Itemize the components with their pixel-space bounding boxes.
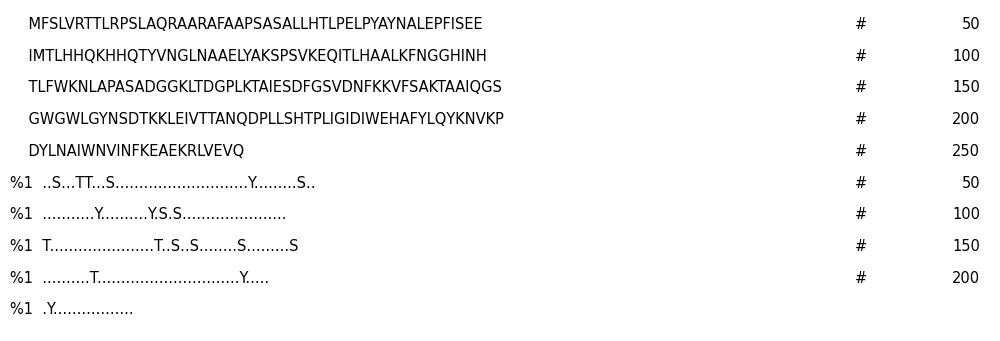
Text: %1  .Y.................: %1 .Y................. — [10, 302, 134, 317]
Text: MFSLVRTTLRPSLAQRAARAFAAPSASALLHTLPELPYAYNALEPFISEE: MFSLVRTTLRPSLAQRAARAFAAPSASALLHTLPELPYAY… — [10, 17, 483, 32]
Text: GWGWLGYNSDTKKLEIVTTANQDPLLSHTPLIGIDIWEHAFYLQYKNVKP: GWGWLGYNSDTKKLEIVTTANQDPLLSHTPLIGIDIWEHA… — [10, 112, 504, 127]
Text: TLFWKNLAPASADGGKLTDGPLKTAIESDFGSVDNFKKVFSAKTAAIQGS: TLFWKNLAPASADGGKLTDGPLKTAIESDFGSVDNFKKVF… — [10, 80, 502, 95]
Text: 250: 250 — [952, 144, 980, 159]
Text: #: # — [855, 112, 867, 127]
Text: %1  ..S...TT...S............................Y.........S..: %1 ..S...TT...S.........................… — [10, 176, 316, 191]
Text: %1  ..........T..............................Y.....: %1 ..........T..........................… — [10, 271, 269, 286]
Text: IMTLHHQKHHQTYVNGLNAAELYAKSPSVKEQITLHAALKFNGGHINH: IMTLHHQKHHQTYVNGLNAAELYAKSPSVKEQITLHAALK… — [10, 49, 487, 64]
Text: 150: 150 — [952, 80, 980, 95]
Text: 100: 100 — [952, 207, 980, 222]
Text: 50: 50 — [961, 176, 980, 191]
Text: 150: 150 — [952, 239, 980, 254]
Text: %1  T......................T..S..S........S.........S: %1 T......................T..S..S.......… — [10, 239, 298, 254]
Text: %1  ...........Y..........Y.S.S......................: %1 ...........Y..........Y.S.S..........… — [10, 207, 287, 222]
Text: 200: 200 — [952, 271, 980, 286]
Text: 200: 200 — [952, 112, 980, 127]
Text: DYLNAIWNVINFKEAEKRLVEVQ: DYLNAIWNVINFKEAEKRLVEVQ — [10, 144, 244, 159]
Text: #: # — [855, 239, 867, 254]
Text: 100: 100 — [952, 49, 980, 64]
Text: 50: 50 — [961, 17, 980, 32]
Text: #: # — [855, 49, 867, 64]
Text: #: # — [855, 207, 867, 222]
Text: #: # — [855, 271, 867, 286]
Text: #: # — [855, 176, 867, 191]
Text: #: # — [855, 80, 867, 95]
Text: #: # — [855, 17, 867, 32]
Text: #: # — [855, 144, 867, 159]
